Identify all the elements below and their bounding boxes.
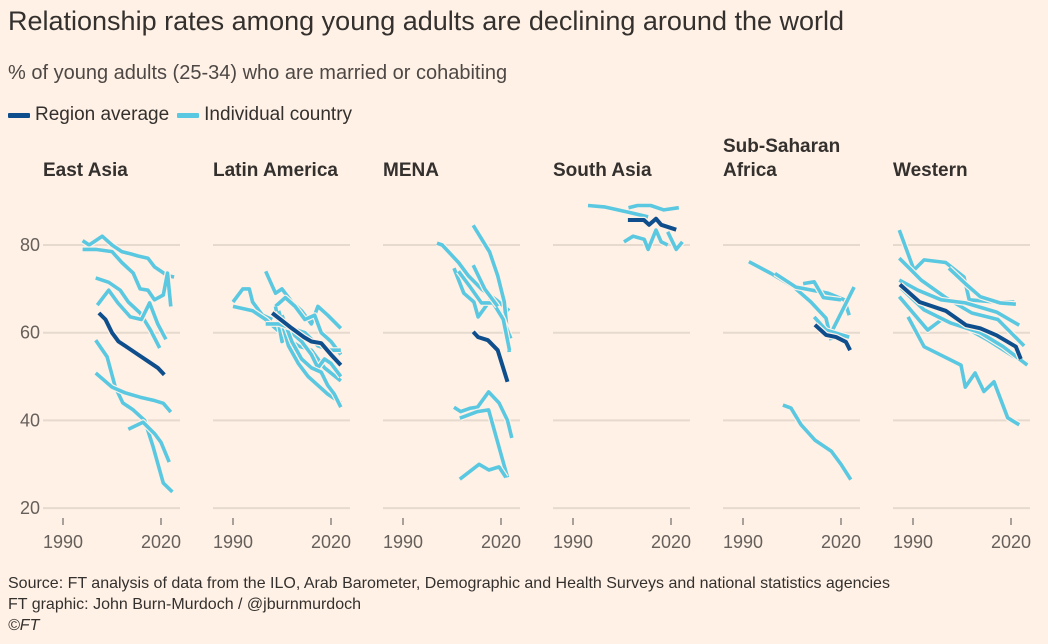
region-average-line	[97, 311, 166, 377]
x-tick-label: 1990	[893, 532, 933, 552]
country-line	[274, 295, 343, 356]
y-tick-label: 40	[20, 410, 40, 430]
country-line	[95, 276, 162, 349]
country-line	[587, 203, 649, 219]
country-line	[898, 256, 1026, 348]
chart-subtitle: % of young adults (25-34) who are marrie…	[8, 62, 508, 84]
panel-title: Western	[893, 160, 968, 181]
x-tick-label: 1990	[43, 532, 83, 552]
country-line	[95, 288, 168, 341]
legend: Region average Individual country	[8, 104, 352, 126]
legend-swatch-region-average	[8, 112, 30, 118]
country-line-halo	[93, 370, 174, 415]
panel-title: East Asia	[43, 160, 128, 181]
country-line	[459, 408, 510, 478]
country-line	[457, 270, 512, 351]
region-average-line	[813, 323, 852, 352]
country-line	[812, 315, 850, 339]
country-line	[623, 228, 669, 252]
country-line	[458, 462, 508, 481]
country-line	[748, 260, 833, 341]
country-line	[82, 247, 173, 307]
country-line	[906, 316, 1021, 427]
y-tick-label: 60	[20, 323, 40, 343]
x-tick-label: 2020	[821, 532, 861, 552]
chart-title: Relationship rates among young adults ar…	[8, 6, 845, 36]
region-average-halo	[470, 329, 511, 383]
region-average-line	[627, 216, 677, 232]
x-tick-label: 1990	[723, 532, 763, 552]
legend-label-individual-country: Individual country	[204, 104, 353, 125]
country-line	[453, 390, 514, 439]
panel-title: MENA	[383, 160, 439, 181]
x-tick-label: 1990	[213, 532, 253, 552]
copyright: ©FT	[8, 617, 40, 634]
region-average-line	[270, 311, 343, 367]
y-tick-label: 80	[20, 235, 40, 255]
legend-item-region-average: Region average	[8, 104, 169, 126]
x-tick-label: 2020	[311, 532, 351, 552]
legend-label-region-average: Region average	[35, 104, 170, 125]
panel-title: Africa	[723, 160, 777, 181]
country-line	[280, 314, 343, 409]
legend-swatch-individual-country	[177, 112, 200, 118]
country-line	[81, 234, 175, 279]
region-average-line	[471, 330, 510, 383]
country-line	[666, 231, 684, 252]
country-line	[94, 371, 173, 414]
x-tick-label: 2020	[991, 532, 1031, 552]
panel-title: Latin America	[213, 160, 338, 181]
country-line	[898, 278, 1021, 327]
x-tick-label: 1990	[553, 532, 593, 552]
country-line	[782, 403, 853, 481]
legend-item-individual-country: Individual country	[177, 104, 352, 126]
panel-title: Sub-Saharan	[723, 136, 840, 157]
country-line	[802, 279, 842, 302]
country-line	[829, 286, 856, 334]
graphic-credit: FT graphic: John Burn-Murdoch / @jburnmu…	[8, 596, 361, 613]
country-line	[947, 266, 1017, 306]
x-tick-label: 2020	[651, 532, 691, 552]
source-note: Source: FT analysis of data from the ILO…	[8, 575, 890, 592]
x-tick-label: 2020	[141, 532, 181, 552]
country-line	[628, 203, 680, 212]
x-tick-label: 1990	[383, 532, 423, 552]
country-line	[471, 264, 500, 308]
panel-title: South Asia	[553, 160, 652, 181]
region-average-line	[898, 283, 1023, 360]
x-tick-label: 2020	[481, 532, 521, 552]
y-tick-label: 20	[20, 498, 40, 518]
country-line	[94, 339, 174, 494]
footer: Source: FT analysis of data from the ILO…	[8, 573, 890, 636]
country-line	[127, 420, 171, 463]
